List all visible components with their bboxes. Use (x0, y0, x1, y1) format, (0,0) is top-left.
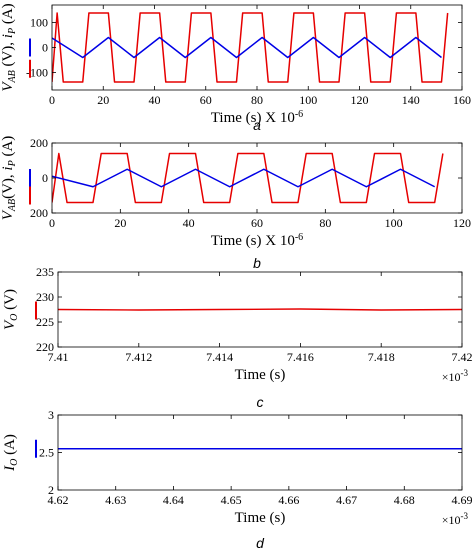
series-line-b-1 (52, 168, 436, 188)
plot-frame-c (57, 271, 463, 348)
x-tick-label-a: 120 (351, 93, 369, 107)
plot-frame-d (57, 414, 463, 491)
y-axis-label-part-a: V (0, 81, 16, 92)
y-axis-label-part-c: (V) (2, 289, 18, 314)
x-axis-label-b: Time (s) X 10-6 (211, 232, 303, 250)
x-tick-label-a: 60 (200, 93, 212, 107)
x-multiplier-d: ×10-3 (442, 511, 469, 527)
panel-caption-d: d (256, 535, 265, 551)
y-axis-label-b: VAB(V), iP (A) (0, 136, 18, 221)
y-axis-label-part-a: i (0, 34, 16, 38)
y-axis-label-part-a: P (7, 28, 18, 35)
y-axis-label-part-c: O (9, 314, 20, 321)
panel-caption-a: a (253, 117, 261, 133)
y-axis-label-part-d: I (2, 465, 18, 472)
x-tick-label-c: 7.42 (452, 350, 473, 364)
x-tick-label-b: 0 (49, 216, 55, 230)
x-axis-label-c: Time (s) (235, 367, 286, 383)
y-axis-label-part-a: (A) (0, 3, 16, 28)
x-tick-label-d: 4.67 (336, 493, 357, 507)
x-multiplier-c: ×10-3 (442, 368, 469, 384)
x-multiplier-exp-c: -3 (461, 368, 469, 378)
x-tick-label-d: 4.62 (48, 493, 69, 507)
x-tick-label-c: 7.412 (125, 350, 152, 364)
x-tick-label-c: 7.418 (368, 350, 395, 364)
x-tick-label-a: 160 (453, 93, 471, 107)
x-tick-label-a: 140 (402, 93, 420, 107)
series-line-a-1 (52, 36, 442, 59)
x-tick-label-a: 80 (251, 93, 263, 107)
y-axis-label-part-b: AB (7, 199, 18, 212)
y-axis-label-part-b: i (0, 166, 16, 170)
x-multiplier-exp-d: -3 (461, 511, 469, 521)
x-axis-label-exp-a: -6 (295, 109, 303, 120)
x-tick-label-b: 80 (319, 216, 331, 230)
y-tick-label-c: 225 (36, 315, 54, 329)
x-tick-label-a: 20 (97, 93, 109, 107)
y-tick-label-a: 100 (30, 16, 48, 30)
y-tick-label-a: 0 (42, 41, 48, 55)
y-axis-label-part-a: (V), (0, 38, 16, 70)
x-axis-label-a: Time (s) X 10-6 (211, 109, 303, 127)
y-tick-label-b: 200 (30, 206, 48, 220)
y-axis-label-part-b: (V), (0, 171, 16, 199)
panel-d: 4.62 4.63 4.64 4.65 4.66 4.67 4.68 4.69 2 2.5 3 Tim… (2, 408, 473, 551)
x-tick-label-d: 4.66 (278, 493, 299, 507)
x-axis-label-exp-b: -6 (295, 232, 303, 243)
y-tick-label-c: 230 (36, 290, 54, 304)
y-axis-label-part-d: O (9, 459, 20, 466)
series-line-b-0 (52, 152, 444, 204)
x-tick-label-c: 7.41 (48, 350, 69, 364)
y-tick-label-b: 200 (30, 136, 48, 150)
x-tick-label-a: 100 (299, 93, 317, 107)
y-axis-label-d: IO (A) (2, 434, 20, 472)
y-axis-label-part-b: P (7, 160, 18, 167)
y-tick-label-d: 3 (48, 408, 54, 422)
panel-caption-c: c (257, 394, 264, 410)
x-tick-label-a: 40 (149, 93, 161, 107)
x-tick-label-a: 0 (49, 93, 55, 107)
x-tick-label-b: 40 (183, 216, 195, 230)
y-axis-label-part-c: V (2, 319, 18, 330)
panel-c: 7.41 7.412 7.414 7.416 7.418 7.42 220 225 230 235… (2, 265, 473, 410)
y-axis-label-part-a: AB (7, 70, 18, 83)
y-axis-label-c: VO (V) (2, 289, 20, 330)
y-axis-label-a: VAB (V), iP (A) (0, 3, 18, 91)
y-tick-label-d: 2 (48, 483, 54, 497)
y-axis-label-part-d: (A) (2, 434, 18, 459)
y-tick-label-b: 0 (42, 171, 48, 185)
series-line-c-0 (58, 308, 462, 311)
y-tick-label-c: 235 (36, 265, 54, 279)
x-tick-label-d: 4.65 (221, 493, 242, 507)
x-tick-label-d: 4.68 (394, 493, 415, 507)
y-axis-label-part-b: V (0, 209, 16, 220)
x-tick-label-d: 4.63 (105, 493, 126, 507)
x-tick-label-b: 100 (385, 216, 403, 230)
y-tick-label-d: 2.5 (39, 446, 54, 460)
x-axis-label-d: Time (s) (235, 510, 286, 526)
x-tick-label-b: 60 (251, 216, 263, 230)
y-tick-label-a: -100 (26, 66, 48, 80)
series-line-a-0 (52, 12, 449, 83)
x-tick-label-d: 4.69 (452, 493, 473, 507)
x-tick-label-b: 120 (453, 216, 471, 230)
x-tick-label-b: 20 (114, 216, 126, 230)
x-tick-label-c: 7.416 (287, 350, 314, 364)
y-axis-label-part-b: (A) (0, 136, 16, 161)
x-tick-label-d: 4.64 (163, 493, 184, 507)
x-tick-label-c: 7.414 (206, 350, 233, 364)
y-tick-label-c: 220 (36, 340, 54, 354)
panel-caption-b: b (253, 255, 261, 271)
